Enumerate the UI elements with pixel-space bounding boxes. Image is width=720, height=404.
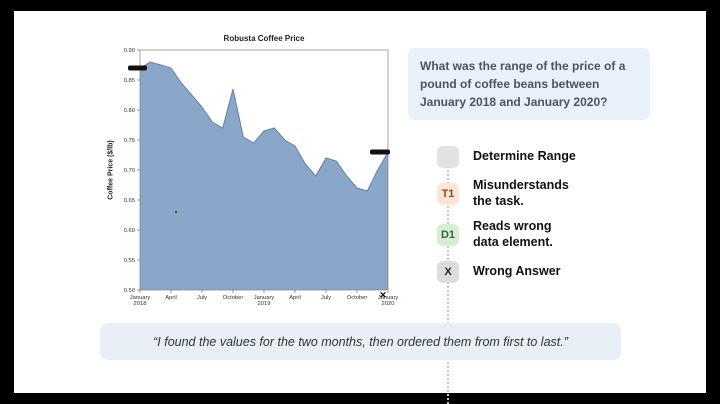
price-line (139, 61, 389, 192)
svg-text:January: January (254, 295, 275, 301)
svg-text:July: July (197, 295, 207, 301)
step-label-line: Reads wrong (473, 219, 552, 234)
question-text: What was the range of the price of a pou… (420, 59, 626, 109)
price-area (140, 62, 388, 290)
step-label-line: Determine Range (473, 149, 576, 164)
svg-text:0.70: 0.70 (124, 168, 135, 174)
chart-plot: 0.50 0.55 0.60 0.65 0.70 0.75 0.80 0.85 0.90 Janu… (124, 48, 399, 307)
cursor-dot (174, 210, 178, 214)
svg-text:2020: 2020 (382, 301, 395, 307)
step-x-badge: X (437, 260, 459, 283)
wrong-answer-marker: ✕ (379, 290, 387, 300)
svg-text:October: October (223, 295, 244, 301)
step-label: Misunderstands the task. (473, 178, 569, 209)
step-label: Reads wrong data element. (473, 219, 553, 250)
svg-text:0.55: 0.55 (124, 258, 135, 264)
step-label: Determine Range (473, 149, 576, 165)
svg-text:0.90: 0.90 (124, 48, 135, 54)
step-label-line: Wrong Answer (473, 263, 561, 278)
svg-text:April: April (165, 295, 177, 301)
y-axis-ticks: 0.50 0.55 0.60 0.65 0.70 0.75 0.80 0.85 0.90 (124, 48, 140, 294)
steps-timeline: Determine Range T1 Misunderstands the ta… (437, 146, 647, 404)
step-label: Wrong Answer (473, 264, 561, 280)
step-misunderstands-task: T1 Misunderstands the task. (437, 178, 647, 209)
slide-canvas: Robusta Coffee Price Coffee Price ($/lb)… (14, 11, 706, 404)
price-chart: Robusta Coffee Price Coffee Price ($/lb)… (95, 32, 405, 316)
svg-text:0.60: 0.60 (124, 228, 135, 234)
svg-text:2019: 2019 (258, 301, 271, 307)
svg-text:October: October (347, 295, 368, 301)
quote-text: “I found the values for the two months, … (153, 334, 568, 349)
step-label-line: data element. (473, 234, 553, 249)
step-d1-badge: D1 (437, 223, 459, 246)
range-end-marker (370, 149, 390, 155)
svg-text:0.85: 0.85 (124, 78, 135, 84)
svg-text:2018: 2018 (134, 301, 147, 307)
svg-text:January: January (130, 295, 151, 301)
svg-text:April: April (289, 295, 301, 301)
svg-text:0.65: 0.65 (124, 198, 135, 204)
step-reads-wrong-data: D1 Reads wrong data element. (437, 219, 647, 250)
svg-text:0.50: 0.50 (124, 288, 135, 294)
question-box: What was the range of the price of a pou… (408, 48, 650, 120)
quote-banner: “I found the values for the two months, … (100, 323, 621, 360)
svg-text:January: January (378, 295, 399, 301)
svg-text:July: July (321, 295, 331, 301)
step-start-badge (437, 146, 459, 168)
range-start-marker (128, 65, 147, 71)
step-label-line: the task. (473, 193, 524, 208)
step-label-line: Misunderstands (473, 178, 569, 192)
chart-title: Robusta Coffee Price (223, 34, 305, 43)
step-t1-badge: T1 (437, 182, 459, 205)
svg-text:0.75: 0.75 (124, 138, 135, 144)
svg-text:0.80: 0.80 (124, 108, 135, 114)
step-determine-range: Determine Range (437, 146, 647, 168)
step-wrong-answer: X Wrong Answer (437, 260, 647, 283)
